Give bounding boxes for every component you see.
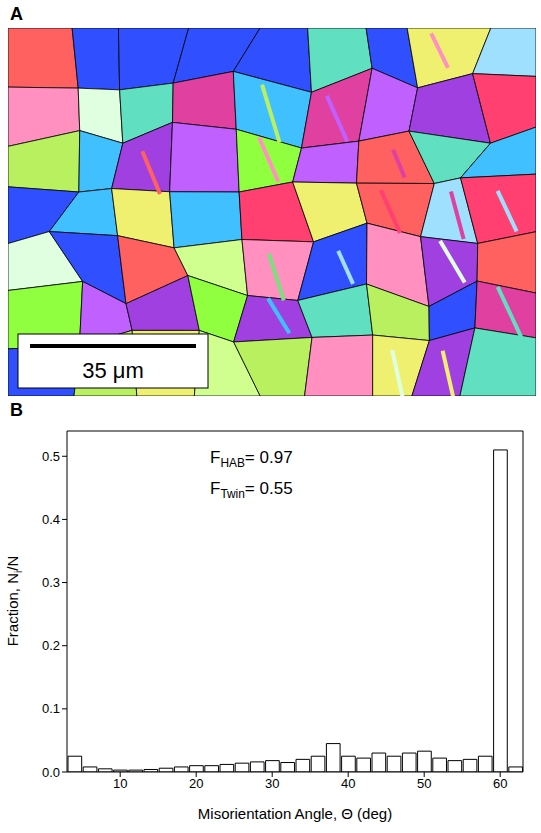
html-text:Fraction, N: Fraction, N <box>4 573 21 647</box>
svg-text:35 μm: 35 μm <box>82 358 144 383</box>
html-text:B: B <box>10 400 23 420</box>
svg-text:0.4: 0.4 <box>42 512 60 527</box>
html-text:FTwin= 0.55: FTwin= 0.55 <box>210 479 293 502</box>
svg-text:40: 40 <box>341 776 355 791</box>
html-text:Misorientation Angle, Θ (deg): Misorientation Angle, Θ (deg) <box>197 805 393 822</box>
svg-text:A: A <box>10 4 23 24</box>
svg-text:60: 60 <box>493 776 507 791</box>
svg-text:0.2: 0.2 <box>42 638 60 653</box>
svg-text:10: 10 <box>113 776 127 791</box>
svg-text:30: 30 <box>265 776 279 791</box>
html-text:/N: /N <box>4 555 21 571</box>
svg-text:0.3: 0.3 <box>42 575 60 590</box>
svg-text:0.0: 0.0 <box>42 765 60 780</box>
html-text:i: i <box>12 570 24 573</box>
svg-text:0.1: 0.1 <box>42 701 60 716</box>
svg-text:0.5: 0.5 <box>42 449 60 464</box>
svg-text:20: 20 <box>189 776 203 791</box>
svg-text:50: 50 <box>417 776 431 791</box>
html-text:FHAB= 0.97: FHAB= 0.97 <box>210 448 293 471</box>
